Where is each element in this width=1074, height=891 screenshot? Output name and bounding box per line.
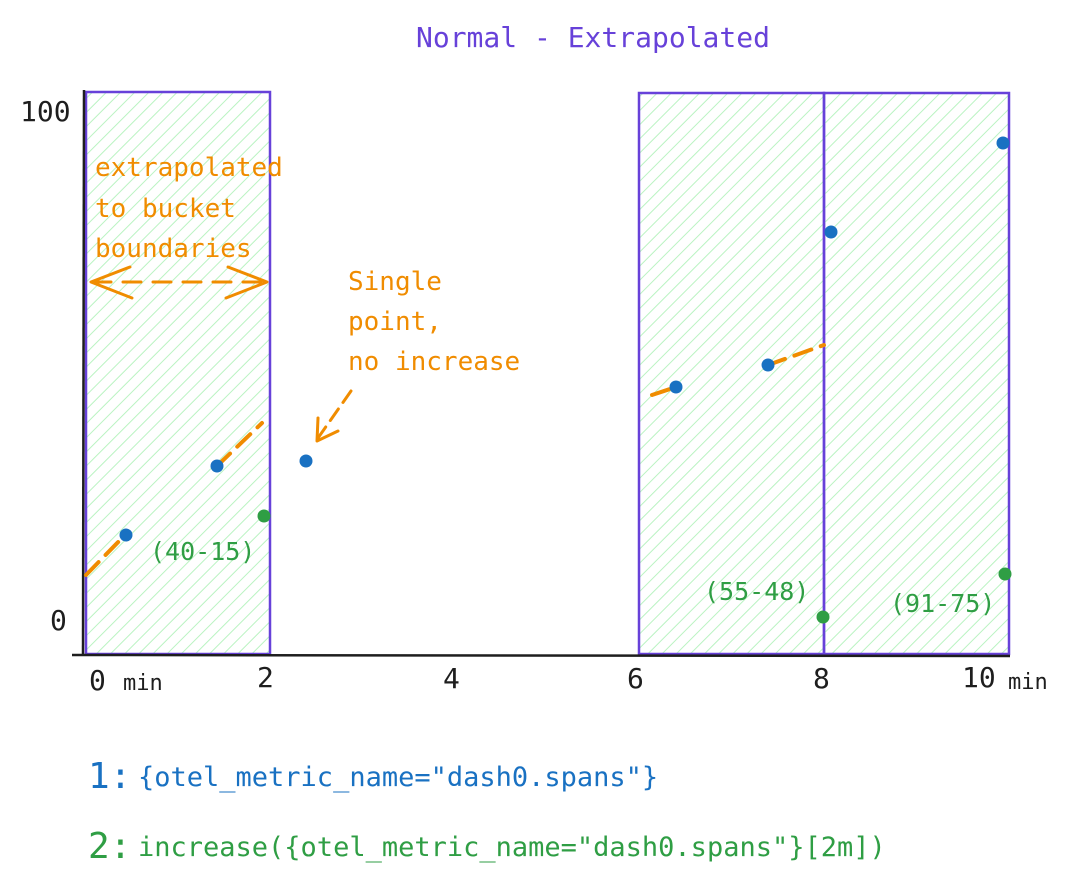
extrapolation-lines [84,343,826,577]
x-tick-label: 8 [813,662,830,695]
series-1-points [119,136,1010,542]
series-2-points [257,509,1012,624]
legend-query-1: {otel_metric_name="dash0.spans"} [138,762,658,793]
increase-calc-label: (40-15) [150,537,255,566]
x-tick-unit: min [123,671,163,696]
x-tick-label: 2 [257,661,274,694]
increase-calc-label: (91-75) [890,589,995,618]
extrapolated-note-line: boundaries [95,234,252,264]
bucket-box-6-8 [637,91,826,656]
data-point-series-1 [210,459,224,473]
single-point-note: Single point, no increase [348,267,520,377]
axes [71,89,1011,658]
x-tick-label: 6 [627,662,644,695]
data-point-series-2 [816,610,830,624]
data-point-series-1 [824,225,838,239]
data-point-series-1 [761,358,775,372]
arrowhead-right [224,265,269,300]
x-axis-ticks: 0 min 2 4 6 8 10 min [89,661,1048,697]
single-point-note-line: Single [348,267,442,297]
data-point-series-2 [257,509,271,523]
single-point-arrow [315,389,353,443]
data-point-series-1 [119,528,133,542]
bucket-box-8-10 [822,91,1011,656]
data-point-series-2 [998,567,1012,581]
legend-number-2: 2: [88,826,131,867]
extrapolation-line [84,532,128,577]
data-point-series-1 [669,380,683,394]
x-tick-label: 10 [962,661,996,694]
extrapolation-line [650,385,678,397]
bucket-boxes [84,90,1011,656]
extrapolated-note-line: extrapolated [95,153,283,183]
extrapolation-line [766,343,826,367]
single-point-arrowhead [315,416,340,443]
extrapolation-line [215,421,264,468]
legend: 1: {otel_metric_name="dash0.spans"} 2: i… [88,756,886,867]
x-axis-line [71,653,1011,658]
legend-query-2: increase({otel_metric_name="dash0.spans"… [138,832,886,863]
diagram-title: Normal - Extrapolated [416,21,770,54]
y-axis-label-bottom: 0 [50,604,67,637]
increase-calc-label: (55-48) [704,577,809,606]
data-point-series-1 [299,454,313,468]
arrowhead-left [89,265,134,300]
x-tick-unit: min [1008,670,1048,695]
single-point-arrow-line [316,389,353,440]
legend-number-1: 1: [88,756,131,797]
extrapolated-note: extrapolated to bucket boundaries [95,153,283,264]
bucket-box-0-2 [84,90,272,656]
single-point-note-line: no increase [348,347,520,377]
single-point-note-line: point, [348,307,442,337]
bucket-span-arrow [89,265,269,300]
extrapolated-note-line: to bucket [95,194,236,224]
x-tick-label: 0 [89,664,106,697]
x-tick-label: 4 [443,662,460,695]
y-axis-label-top: 100 [20,95,71,128]
data-point-series-1 [996,136,1010,150]
y-axis-line [81,89,86,656]
